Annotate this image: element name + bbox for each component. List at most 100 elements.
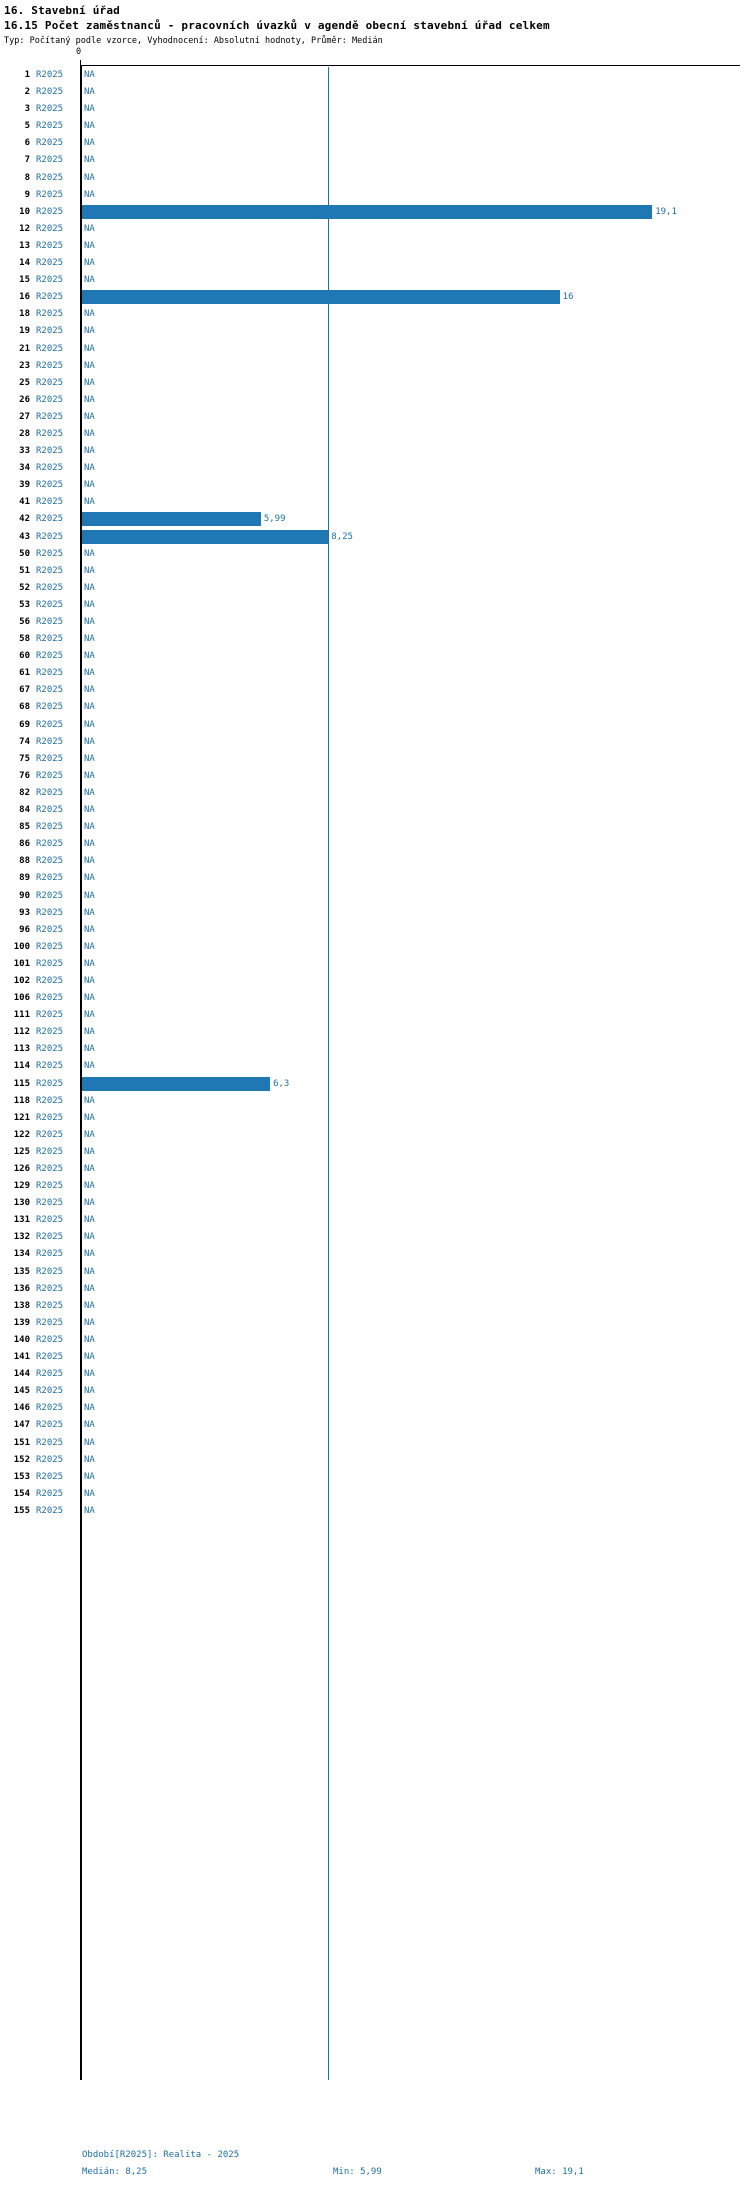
table-row[interactable]: 8 R2025 NA [0, 170, 750, 187]
table-row[interactable]: 74 R2025 NA [0, 734, 750, 751]
table-row[interactable]: 86 R2025 NA [0, 836, 750, 853]
table-row[interactable]: 1 R2025 NA [0, 67, 750, 84]
table-row[interactable]: 153 R2025 NA [0, 1469, 750, 1486]
table-row[interactable]: 154 R2025 NA [0, 1486, 750, 1503]
table-row[interactable]: 84 R2025 NA [0, 802, 750, 819]
table-row[interactable]: 125 R2025 NA [0, 1144, 750, 1161]
table-row[interactable]: 155 R2025 NA [0, 1503, 750, 1520]
table-row[interactable]: 23 R2025 NA [0, 358, 750, 375]
table-row[interactable]: 139 R2025 NA [0, 1315, 750, 1332]
table-row[interactable]: 5 R2025 NA [0, 118, 750, 135]
table-row[interactable]: 90 R2025 NA [0, 888, 750, 905]
table-row[interactable]: 15 R2025 NA [0, 272, 750, 289]
table-row[interactable]: 2 R2025 NA [0, 84, 750, 101]
table-row[interactable]: 16 R2025 16 [0, 289, 750, 306]
table-row[interactable]: 130 R2025 NA [0, 1195, 750, 1212]
table-row[interactable]: 93 R2025 NA [0, 905, 750, 922]
table-row[interactable]: 14 R2025 NA [0, 255, 750, 272]
table-row[interactable]: 141 R2025 NA [0, 1349, 750, 1366]
bar[interactable] [82, 529, 329, 544]
table-row[interactable]: 96 R2025 NA [0, 922, 750, 939]
table-row[interactable]: 9 R2025 NA [0, 187, 750, 204]
table-row[interactable]: 118 R2025 NA [0, 1093, 750, 1110]
table-row[interactable]: 114 R2025 NA [0, 1058, 750, 1075]
table-row[interactable]: 60 R2025 NA [0, 648, 750, 665]
table-row[interactable]: 102 R2025 NA [0, 973, 750, 990]
bar[interactable] [82, 512, 261, 527]
table-row[interactable]: 147 R2025 NA [0, 1417, 750, 1434]
table-row[interactable]: 151 R2025 NA [0, 1435, 750, 1452]
bar-value-label: NA [84, 941, 95, 952]
table-row[interactable]: 145 R2025 NA [0, 1383, 750, 1400]
table-row[interactable]: 136 R2025 NA [0, 1281, 750, 1298]
table-row[interactable]: 3 R2025 NA [0, 101, 750, 118]
table-row[interactable]: 51 R2025 NA [0, 563, 750, 580]
table-row[interactable]: 26 R2025 NA [0, 392, 750, 409]
table-row[interactable]: 41 R2025 NA [0, 494, 750, 511]
table-row[interactable]: 68 R2025 NA [0, 699, 750, 716]
table-row[interactable]: 33 R2025 NA [0, 443, 750, 460]
table-row[interactable]: 89 R2025 NA [0, 870, 750, 887]
table-row[interactable]: 85 R2025 NA [0, 819, 750, 836]
table-row[interactable]: 10 R2025 19,1 [0, 204, 750, 221]
row-period-label: R2025 [36, 634, 64, 645]
table-row[interactable]: 75 R2025 NA [0, 751, 750, 768]
table-row[interactable]: 12 R2025 NA [0, 221, 750, 238]
table-row[interactable]: 106 R2025 NA [0, 990, 750, 1007]
table-row[interactable]: 112 R2025 NA [0, 1024, 750, 1041]
table-row[interactable]: 34 R2025 NA [0, 460, 750, 477]
table-row[interactable]: 111 R2025 NA [0, 1007, 750, 1024]
table-row[interactable]: 21 R2025 NA [0, 341, 750, 358]
table-row[interactable]: 121 R2025 NA [0, 1110, 750, 1127]
table-row[interactable]: 19 R2025 NA [0, 323, 750, 340]
table-row[interactable]: 27 R2025 NA [0, 409, 750, 426]
table-row[interactable]: 115 R2025 6,3 [0, 1076, 750, 1093]
row-period-label: R2025 [36, 941, 64, 952]
table-row[interactable]: 67 R2025 NA [0, 682, 750, 699]
bar[interactable] [82, 204, 653, 219]
table-row[interactable]: 146 R2025 NA [0, 1400, 750, 1417]
table-row[interactable]: 61 R2025 NA [0, 665, 750, 682]
table-row[interactable]: 82 R2025 NA [0, 785, 750, 802]
table-row[interactable]: 140 R2025 NA [0, 1332, 750, 1349]
table-row[interactable]: 69 R2025 NA [0, 717, 750, 734]
table-row[interactable]: 113 R2025 NA [0, 1041, 750, 1058]
table-row[interactable]: 129 R2025 NA [0, 1178, 750, 1195]
table-row[interactable]: 144 R2025 NA [0, 1366, 750, 1383]
table-row[interactable]: 25 R2025 NA [0, 375, 750, 392]
table-row[interactable]: 131 R2025 NA [0, 1212, 750, 1229]
table-row[interactable]: 43 R2025 8,25 [0, 529, 750, 546]
table-row[interactable]: 135 R2025 NA [0, 1264, 750, 1281]
table-row[interactable]: 101 R2025 NA [0, 956, 750, 973]
table-row[interactable]: 138 R2025 NA [0, 1298, 750, 1315]
table-row[interactable]: 7 R2025 NA [0, 152, 750, 169]
table-row[interactable]: 100 R2025 NA [0, 939, 750, 956]
table-row[interactable]: 88 R2025 NA [0, 853, 750, 870]
table-row[interactable]: 6 R2025 NA [0, 135, 750, 152]
table-row[interactable]: 52 R2025 NA [0, 580, 750, 597]
bar-value-label: NA [84, 582, 95, 593]
table-row[interactable]: 50 R2025 NA [0, 546, 750, 563]
table-row[interactable]: 28 R2025 NA [0, 426, 750, 443]
bar-value-label: NA [84, 548, 95, 559]
table-row[interactable]: 58 R2025 NA [0, 631, 750, 648]
bar-value-label: NA [84, 1215, 95, 1226]
table-row[interactable]: 134 R2025 NA [0, 1246, 750, 1263]
table-row[interactable]: 126 R2025 NA [0, 1161, 750, 1178]
row-id-label: 138 [13, 1300, 30, 1311]
table-row[interactable]: 56 R2025 NA [0, 614, 750, 631]
table-row[interactable]: 42 R2025 5,99 [0, 511, 750, 528]
table-row[interactable]: 13 R2025 NA [0, 238, 750, 255]
row-id-label: 60 [19, 651, 30, 662]
table-row[interactable]: 132 R2025 NA [0, 1229, 750, 1246]
bar[interactable] [82, 290, 560, 305]
table-row[interactable]: 122 R2025 NA [0, 1127, 750, 1144]
table-row[interactable]: 18 R2025 NA [0, 306, 750, 323]
table-row[interactable]: 76 R2025 NA [0, 768, 750, 785]
table-row[interactable]: 39 R2025 NA [0, 477, 750, 494]
row-period-label: R2025 [36, 1215, 64, 1226]
row-id-label: 25 [19, 377, 30, 388]
bar[interactable] [82, 1076, 271, 1091]
table-row[interactable]: 53 R2025 NA [0, 597, 750, 614]
table-row[interactable]: 152 R2025 NA [0, 1452, 750, 1469]
